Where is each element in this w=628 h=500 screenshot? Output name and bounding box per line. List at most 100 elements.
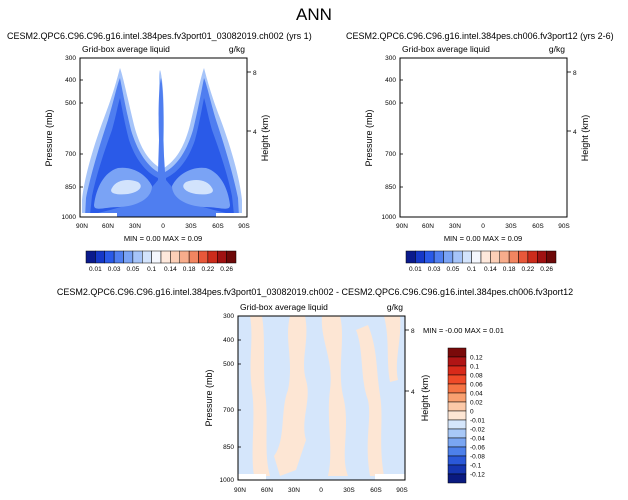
colorbar-swatch [447,464,467,475]
h-ticks: 8 4 [405,328,415,396]
colorbar-swatch [447,446,467,457]
colorbar-label: 0.26 [220,266,233,273]
colorbar-swatch [113,250,124,264]
colorbar-swatch [518,250,529,264]
colorbar-label: 0.1 [467,266,476,273]
colorbar-test: 0.01 0.03 0.05 0.1 0.14 0.18 0.22 0.26 [405,250,557,273]
h-tick-label: 4 [253,129,257,136]
lat-tick-label: 90N [396,223,408,230]
p-tick-label: 850 [65,184,76,191]
p-ticks [400,57,403,218]
contour-band-0.05 [410,98,554,215]
contour-band-0 [356,325,384,476]
lat-tick-label: 60N [422,223,434,230]
lat-tick-label: 30S [185,223,197,230]
colorbar-swatch [527,250,538,264]
colorbar-swatch [480,250,491,264]
colorbar-swatch [188,250,199,264]
lat-tick-label: 30N [288,487,300,494]
p-tick-label: 1000 [382,214,397,221]
panel-test: CESM2.QPC6.C96.C96.g16.intel.384pes.ch00… [346,31,614,243]
colorbar-swatch [537,250,547,264]
h-tick-label: 8 [573,70,577,77]
colorbar-swatch [142,250,152,264]
lat-tick-label: 0 [319,487,323,494]
p-tick-label: 500 [65,100,76,107]
p-tick-label: 700 [385,151,396,158]
colorbar-label: -0.12 [470,472,485,479]
y2-axis-label: Height (km) [260,115,270,162]
p-tick-labels: 300 400 500 700 850 1000 [220,313,235,484]
p-tick-label: 500 [223,361,234,368]
p-tick-label: 850 [223,444,234,451]
p-ticks [80,57,83,218]
y-axis-label: Pressure (mb) [44,109,54,166]
p-tick-label: 700 [65,151,76,158]
p-tick-labels: 300 400 500 700 850 1000 [382,55,397,221]
lat-tick-label: 90N [76,223,88,230]
colorbar-swatch [207,250,218,264]
colorbar-label: 0.01 [409,266,422,273]
p-tick-label: 700 [223,407,234,414]
lat-tick-label: 60S [370,487,382,494]
lat-tick-label: 30N [449,223,461,230]
contour-band-0.01 [402,68,562,217]
panel-units: g/kg [549,44,565,54]
colorbar-swatch [405,250,416,264]
p-tick-labels: 300 400 500 700 850 1000 [62,55,77,221]
colorbar-swatch [447,365,467,376]
p-tick-label: 1000 [220,477,235,484]
panel-title: CESM2.QPC6.C96.C96.g16.intel.384pes.ch00… [346,31,614,41]
colorbar-swatch [95,250,105,264]
colorbar-swatch [179,250,190,264]
y-axis-label: Pressure (mb) [364,109,374,166]
colorbar-label: -0.06 [470,445,485,452]
lat-tick-label: 60N [261,487,273,494]
contour-band-0 [274,316,308,476]
colorbar-label: 0.01 [89,266,102,273]
contour-band-0.1 [414,168,550,209]
colorbar-swatch [447,419,467,430]
colorbar-label: 0.06 [470,382,483,389]
panel-left-label: Grid-box average liquid [402,44,490,54]
lat-tick-labels: 90N 60N 30N 0 30S 60S 90S [76,223,250,230]
panel-left-label: Grid-box average liquid [82,44,170,54]
contour-band-0 [250,316,270,476]
colorbar-label: -0.04 [470,436,485,443]
p-tick-label: 400 [385,77,396,84]
p-tick-label: 1000 [62,214,77,221]
h-tick-label: 4 [573,129,577,136]
contour-field [400,58,567,217]
colorbar-label: 0.14 [484,266,497,273]
colorbar-label: 0.12 [470,355,483,362]
colorbar-swatch [415,250,425,264]
colorbar-label: 0.18 [183,266,196,273]
contour-field [80,58,247,217]
colorbar-swatch [447,392,467,403]
lat-tick-label: 0 [161,223,165,230]
colorbar-swatch [132,250,143,264]
colorbar-swatch [160,250,171,264]
colorbar-swatch [447,410,467,421]
contour-band-0 [384,316,401,382]
p-tick-label: 400 [65,77,76,84]
p-tick-label: 300 [385,55,396,62]
contour-band-0.1 [94,167,230,209]
colorbar-label: 0.18 [503,266,516,273]
colorbar-label: 0.1 [470,364,479,371]
colorbar-swatch [447,401,467,412]
main-title: ANN [296,5,332,24]
lat-tick-label: 60S [532,223,544,230]
colorbar-label: 0.03 [108,266,121,273]
colorbar-label: -0.1 [470,463,482,470]
p-tick-label: 300 [223,313,234,320]
lat-tick-label: 90S [238,223,250,230]
colorbar-swatch [447,437,467,448]
colorbar-label: 0.22 [202,266,215,273]
colorbar-swatch [433,250,444,264]
colorbar-swatch [490,250,500,264]
contour-band-0 [321,316,348,476]
contour-band-0.03 [405,78,559,217]
colorbar-swatch [462,250,472,264]
p-tick-label: 850 [385,184,396,191]
